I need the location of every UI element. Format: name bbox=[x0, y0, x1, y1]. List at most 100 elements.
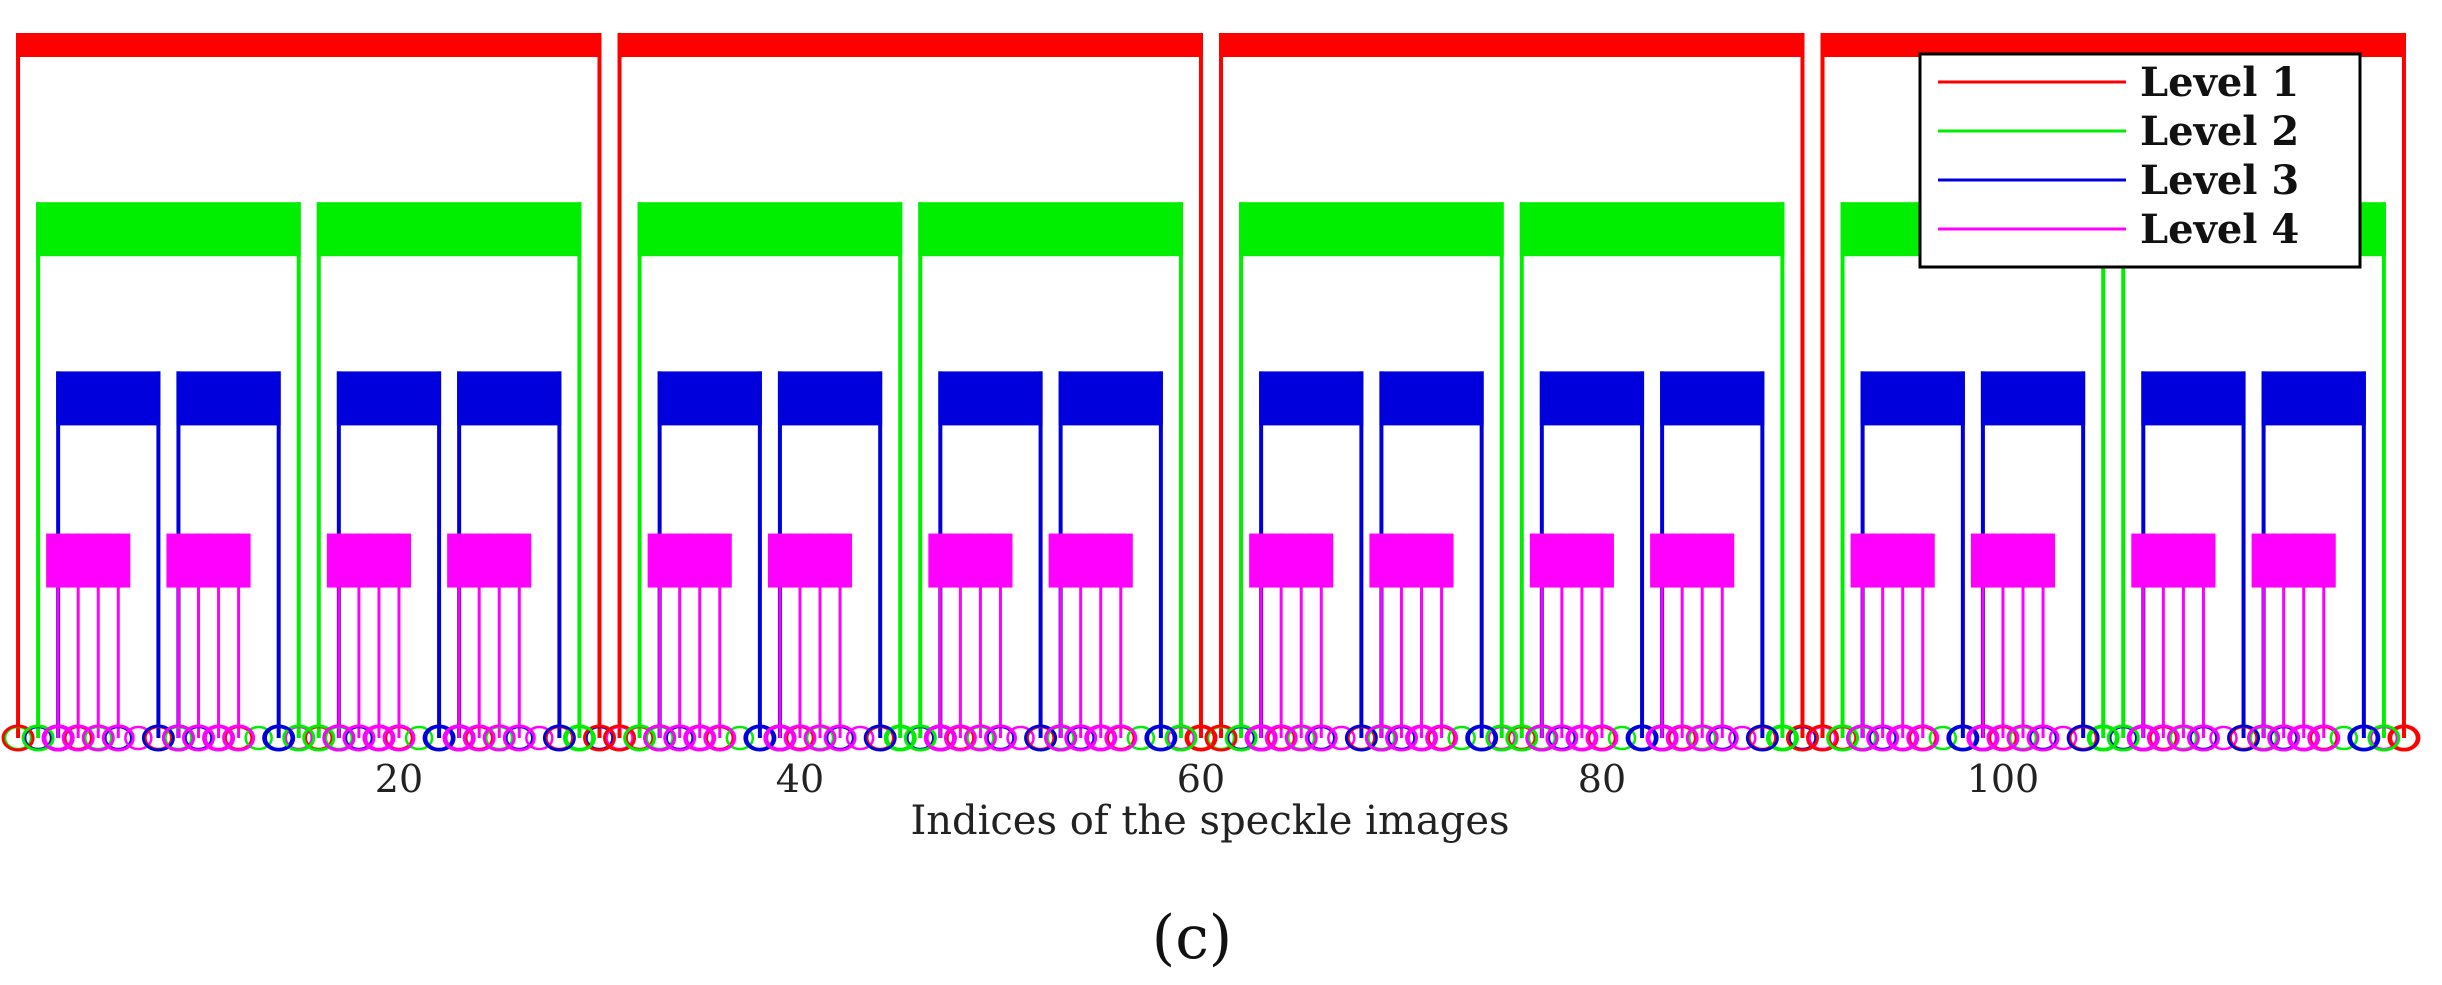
leaf-marker bbox=[1765, 724, 1799, 752]
level-4-group-8-right-cap bbox=[507, 533, 532, 588]
level-4-group-31-right-cap bbox=[2271, 533, 2296, 588]
leaf-marker bbox=[502, 724, 536, 752]
leaf-marker bbox=[202, 724, 236, 752]
level-3-group-8-bar bbox=[1058, 371, 1163, 426]
leaf-marker bbox=[1044, 724, 1078, 752]
leaf-marker bbox=[1, 724, 35, 752]
leaf-marker bbox=[763, 724, 797, 752]
leaf-marker bbox=[863, 724, 897, 752]
x-tick-label: 20 bbox=[375, 757, 423, 801]
leaf-marker bbox=[1284, 724, 1318, 752]
leaf-marker bbox=[1204, 724, 1238, 752]
plot-area bbox=[16, 33, 2406, 738]
level-1-group-3-bar bbox=[1219, 33, 1805, 57]
leaf-marker bbox=[643, 724, 677, 752]
legend-label-level-3: Level 3 bbox=[2140, 157, 2299, 204]
level-4-group-19-left-cap bbox=[1369, 533, 1394, 588]
leaf-marker bbox=[482, 724, 516, 752]
leaf-marker bbox=[2166, 724, 2200, 752]
leaf-marker bbox=[1946, 724, 1980, 752]
leaf-marker bbox=[404, 725, 434, 751]
leaf-marker bbox=[2387, 724, 2421, 752]
leaf-marker bbox=[1064, 724, 1098, 752]
level-3-group-12-bar bbox=[1660, 371, 1765, 426]
level-1-series bbox=[16, 33, 2406, 738]
leaf-marker bbox=[783, 724, 817, 752]
level-4-group-32-right-cap bbox=[2311, 533, 2336, 588]
level-4-group-16-left-cap bbox=[1088, 533, 1113, 588]
level-4-group-30-left-cap bbox=[2171, 533, 2196, 588]
level-4-group-3-right-cap bbox=[186, 533, 211, 588]
level-4-series bbox=[46, 533, 2336, 738]
leaf-marker bbox=[2006, 724, 2040, 752]
level-4-group-7-left-cap bbox=[447, 533, 472, 588]
level-4-group-13-right-cap bbox=[948, 533, 973, 588]
leaf-marker bbox=[923, 724, 957, 752]
level-3-group-5-bar bbox=[657, 371, 762, 426]
level-4-group-4-right-cap bbox=[226, 533, 251, 588]
leaf-marker bbox=[2209, 725, 2238, 751]
leaf-marker bbox=[422, 724, 456, 752]
level-4-group-27-left-cap bbox=[1970, 533, 1995, 588]
leaf-marker bbox=[1545, 724, 1579, 752]
leaf-marker bbox=[623, 724, 657, 752]
level-3-group-16-bar bbox=[2261, 371, 2366, 426]
leaf-marker bbox=[1006, 725, 1035, 751]
level-4-group-31-left-cap bbox=[2251, 533, 2276, 588]
level-4-group-9-right-cap bbox=[667, 533, 692, 588]
leaf-marker bbox=[141, 724, 175, 752]
leaf-marker bbox=[2287, 724, 2321, 752]
level-4-group-25-right-cap bbox=[1870, 533, 1895, 588]
leaf-marker bbox=[1084, 724, 1118, 752]
leaf-marker bbox=[1966, 724, 2000, 752]
x-tick-label: 100 bbox=[1967, 757, 2040, 801]
level-4-group-2-left-cap bbox=[86, 533, 111, 588]
leaf-marker bbox=[1565, 724, 1599, 752]
level-4-group-3-left-cap bbox=[166, 533, 191, 588]
leaf-marker bbox=[1344, 724, 1378, 752]
leaf-marker bbox=[1184, 724, 1218, 752]
x-tick-label: 80 bbox=[1578, 757, 1626, 801]
leaf-marker bbox=[1665, 724, 1699, 752]
level-4-group-15-right-cap bbox=[1068, 533, 1093, 588]
leaf-marker bbox=[1505, 724, 1539, 752]
leaf-marker bbox=[2247, 724, 2281, 752]
x-tick-label: 40 bbox=[776, 757, 824, 801]
leaf-marker bbox=[2026, 724, 2060, 752]
leaf-marker bbox=[1806, 724, 1840, 752]
leaf-marker bbox=[2267, 724, 2301, 752]
legend-label-level-1: Level 1 bbox=[2140, 59, 2299, 106]
level-3-group-4-bar bbox=[457, 371, 562, 426]
legend-box bbox=[1918, 52, 2362, 269]
leaf-marker bbox=[1525, 724, 1559, 752]
level-4-group-21-right-cap bbox=[1549, 533, 1574, 588]
level-4-group-29-left-cap bbox=[2131, 533, 2156, 588]
leaf-marker bbox=[562, 724, 596, 752]
leaf-marker bbox=[683, 724, 717, 752]
level-3-group-9-bar bbox=[1259, 371, 1364, 426]
leaf-marker bbox=[2086, 724, 2120, 752]
level-4-group-15-left-cap bbox=[1048, 533, 1073, 588]
level-3-group-2-bar bbox=[176, 371, 281, 426]
level-4-group-16-right-cap bbox=[1108, 533, 1133, 588]
level-4-group-1-left-cap bbox=[46, 533, 71, 588]
level-2-group-2-bar bbox=[316, 202, 582, 257]
leaf-marker bbox=[1144, 724, 1178, 752]
leaf-marker bbox=[1986, 724, 2020, 752]
level-4-group-8-left-cap bbox=[487, 533, 512, 588]
level-4-group-11-right-cap bbox=[787, 533, 812, 588]
leaf-marker bbox=[1846, 724, 1880, 752]
level-4-group-1-right-cap bbox=[66, 533, 91, 588]
leaf-marker bbox=[2329, 725, 2359, 751]
leaf-marker bbox=[2227, 724, 2261, 752]
leaf-marker bbox=[1866, 724, 1900, 752]
leaf-marker bbox=[1126, 725, 1156, 751]
leaf-marker bbox=[101, 724, 135, 752]
leaf-marker bbox=[1244, 724, 1278, 752]
leaf-marker bbox=[1745, 724, 1779, 752]
leaf-marker bbox=[1826, 724, 1860, 752]
leaf-marker bbox=[743, 724, 777, 752]
leaf-marker bbox=[903, 724, 937, 752]
